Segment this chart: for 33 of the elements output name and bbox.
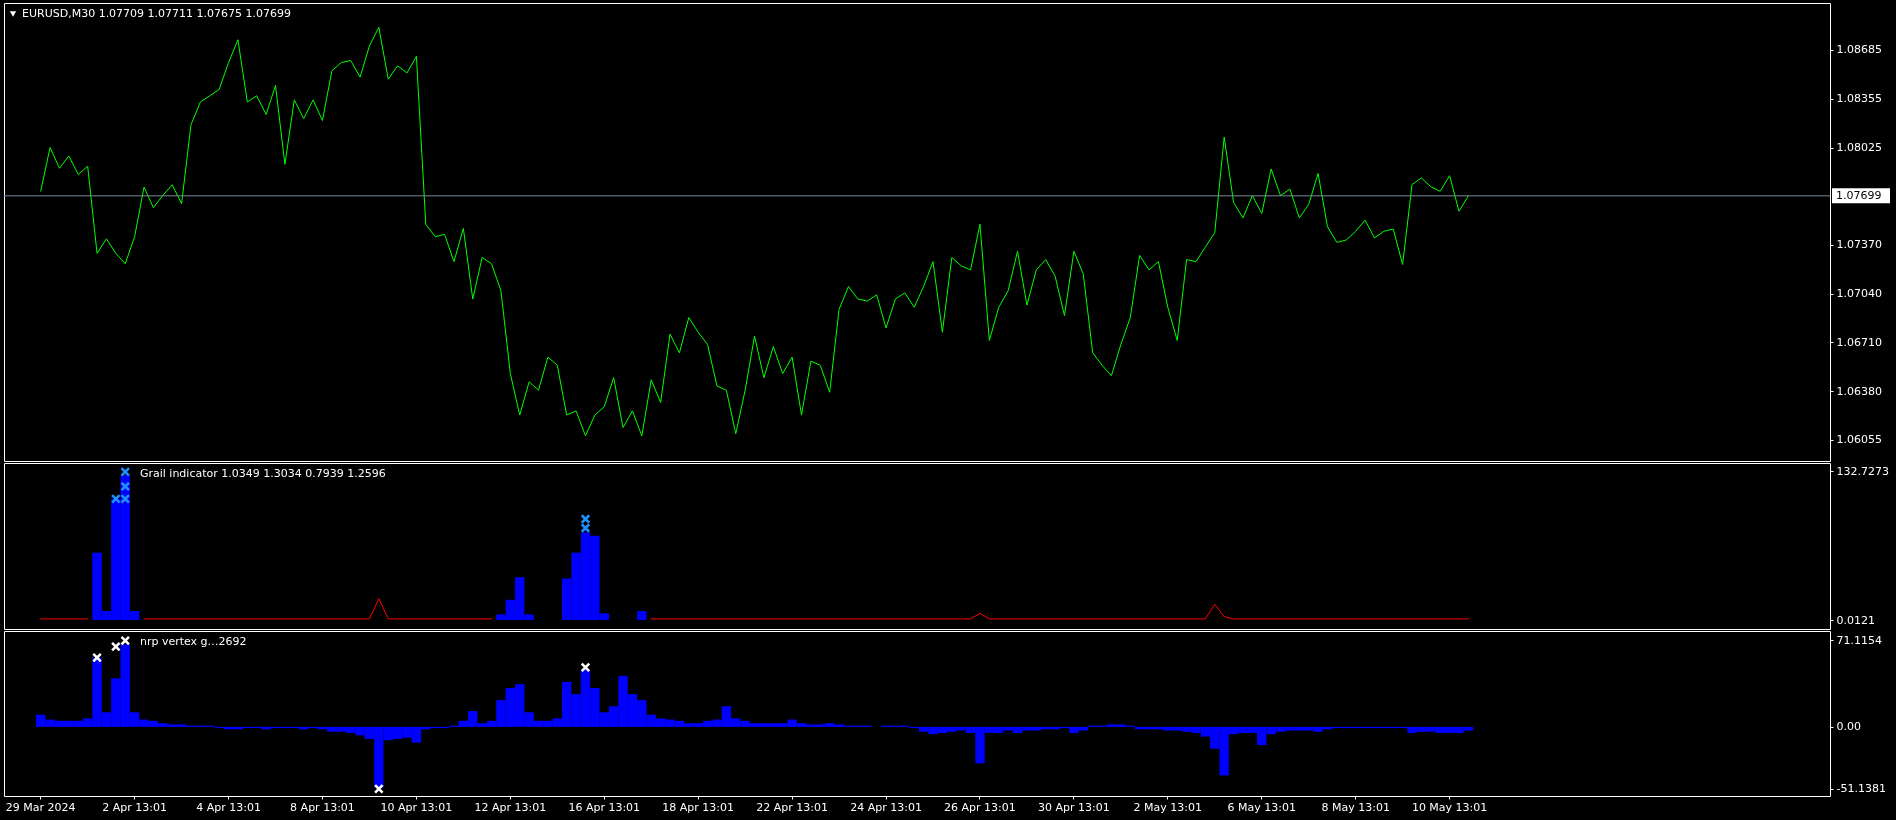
x-tick-label: 30 Apr 13:01 bbox=[1038, 800, 1110, 814]
x-tick-label: 2 Apr 13:01 bbox=[102, 800, 167, 814]
x-tick-label: 2 May 13:01 bbox=[1133, 800, 1203, 814]
x-tick-label: 8 Apr 13:01 bbox=[290, 800, 355, 814]
y-tick-label: 1.06710 bbox=[1836, 335, 1882, 349]
y-tick-label: 1.07040 bbox=[1836, 287, 1882, 301]
x-tick-label: 4 Apr 13:01 bbox=[196, 800, 261, 814]
y-tick-label: -51.1381 bbox=[1836, 782, 1886, 796]
x-tick-label: 26 Apr 13:01 bbox=[944, 800, 1016, 814]
y-tick-label: 1.08025 bbox=[1836, 141, 1882, 155]
x-tick-label: 18 Apr 13:01 bbox=[662, 800, 735, 814]
x-tick-label: 10 Apr 13:01 bbox=[380, 800, 453, 814]
x-tick-label: 8 May 13:01 bbox=[1321, 800, 1390, 814]
y-tick-label: 1.08355 bbox=[1836, 92, 1882, 106]
y-tick-label: 1.07370 bbox=[1836, 238, 1882, 252]
y-tick-label: 1.06380 bbox=[1836, 384, 1882, 398]
chart-title: nrp vertex g…2692 bbox=[139, 635, 247, 648]
chart-title: Grail indicator 1.0349 1.3034 0.7939 1.2596 bbox=[139, 467, 386, 480]
x-tick-label: 29 Mar 2024 bbox=[5, 800, 76, 814]
y-tick-label: 0.00 bbox=[1836, 720, 1861, 734]
x-tick-label: 22 Apr 13:01 bbox=[756, 800, 828, 814]
x-tick-label: 12 Apr 13:01 bbox=[474, 800, 547, 814]
x-tick-label: 16 Apr 13:01 bbox=[568, 800, 641, 814]
y-tick-label: 1.06055 bbox=[1836, 433, 1882, 447]
y-tick-label: 132.7273 bbox=[1836, 464, 1889, 478]
y-tick-label: 71.1154 bbox=[1836, 633, 1882, 647]
ref-line-label: 1.07699 bbox=[1836, 188, 1882, 202]
x-tick-label: 10 May 13:01 bbox=[1411, 800, 1488, 814]
y-tick-label: 0.0121 bbox=[1836, 613, 1875, 627]
chart-title: EURUSD,M30 1.07709 1.07711 1.07675 1.07699 bbox=[22, 7, 292, 20]
x-tick-label: 6 May 13:01 bbox=[1227, 800, 1296, 814]
y-tick-label: 1.08685 bbox=[1836, 43, 1882, 57]
x-tick-label: 24 Apr 13:01 bbox=[850, 800, 922, 814]
